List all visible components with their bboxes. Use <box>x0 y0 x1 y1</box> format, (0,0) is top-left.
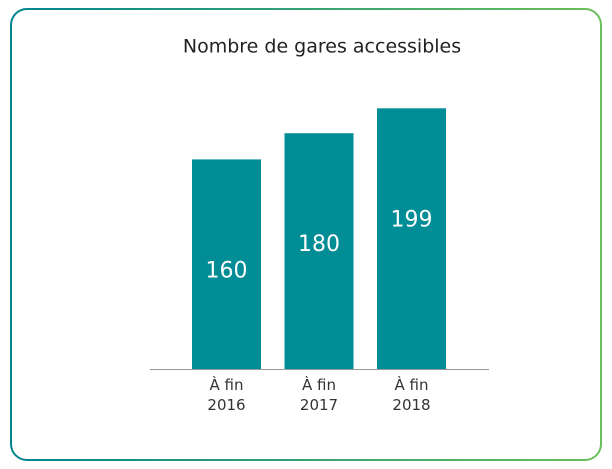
bar <box>377 108 446 369</box>
value-label: 160 <box>206 258 248 283</box>
card-border <box>10 8 602 461</box>
bar <box>192 159 261 369</box>
bar <box>284 133 354 369</box>
chart-title: Nombre de gares accessibles <box>183 36 461 58</box>
value-label: 180 <box>298 232 340 257</box>
x-tick-label: À fin 2018 <box>392 376 431 414</box>
x-tick-label: À fin 2017 <box>299 376 339 414</box>
value-label: 199 <box>391 207 433 232</box>
x-tick-label: À fin 2016 <box>207 376 246 414</box>
